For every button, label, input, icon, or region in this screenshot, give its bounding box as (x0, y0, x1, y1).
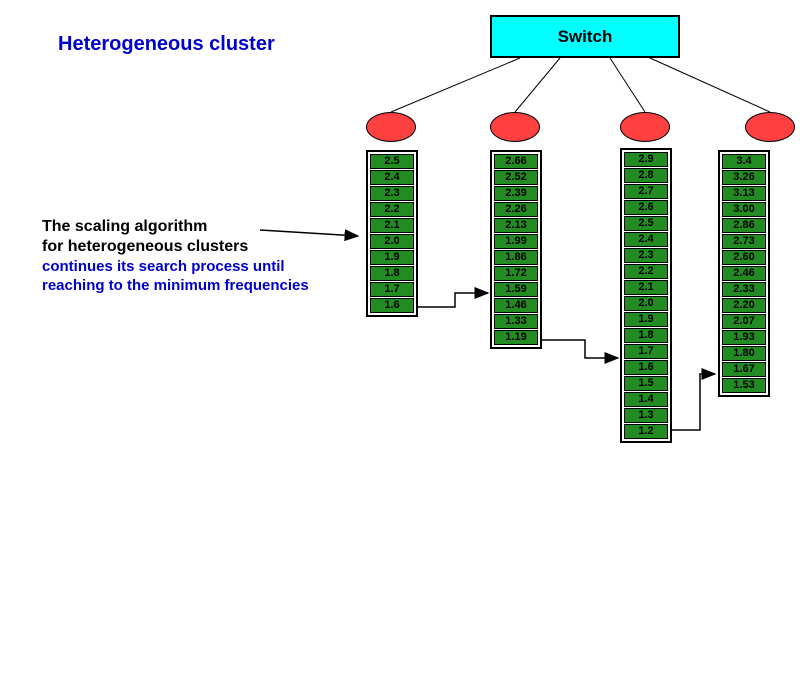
frequency-cell: 1.46 (494, 298, 538, 313)
diagram-title: Heterogeneous cluster (58, 33, 275, 56)
frequency-cell: 2.3 (370, 186, 414, 201)
frequency-cell: 1.72 (494, 266, 538, 281)
frequency-cell: 2.2 (370, 202, 414, 217)
frequency-cell: 1.53 (722, 378, 766, 393)
flow-arrow (542, 340, 618, 358)
frequency-cell: 2.7 (624, 184, 668, 199)
switch-box: Switch (490, 15, 680, 58)
frequency-cell: 3.26 (722, 170, 766, 185)
frequency-cell: 1.3 (624, 408, 668, 423)
frequency-cell: 2.5 (370, 154, 414, 169)
frequency-cell: 1.8 (370, 266, 414, 281)
frequency-cell: 2.07 (722, 314, 766, 329)
frequency-column: 3.43.263.133.002.862.732.602.462.332.202… (718, 150, 770, 397)
switch-edge (391, 58, 520, 112)
frequency-cell: 2.26 (494, 202, 538, 217)
switch-edge (515, 58, 560, 112)
frequency-cell: 2.9 (624, 152, 668, 167)
switch-edge (650, 58, 770, 112)
frequency-cell: 1.6 (624, 360, 668, 375)
connector-layer (0, 0, 800, 698)
cluster-node (620, 112, 670, 142)
frequency-cell: 2.4 (624, 232, 668, 247)
frequency-cell: 1.80 (722, 346, 766, 361)
frequency-cell: 2.52 (494, 170, 538, 185)
frequency-cell: 2.2 (624, 264, 668, 279)
flow-arrow (672, 374, 715, 430)
frequency-cell: 3.4 (722, 154, 766, 169)
frequency-cell: 2.4 (370, 170, 414, 185)
frequency-cell: 1.7 (624, 344, 668, 359)
caption-line: The scaling algorithm (42, 218, 207, 236)
caption-line: continues its search process until (42, 258, 285, 275)
frequency-cell: 1.59 (494, 282, 538, 297)
frequency-cell: 1.93 (722, 330, 766, 345)
frequency-cell: 2.5 (624, 216, 668, 231)
flow-arrow (260, 230, 358, 236)
cluster-node (745, 112, 795, 142)
frequency-cell: 2.1 (370, 218, 414, 233)
frequency-cell: 2.46 (722, 266, 766, 281)
switch-label: Switch (558, 27, 613, 47)
frequency-cell: 3.13 (722, 186, 766, 201)
frequency-cell: 1.2 (624, 424, 668, 439)
frequency-column: 2.662.522.392.262.131.991.861.721.591.46… (490, 150, 542, 349)
frequency-cell: 2.66 (494, 154, 538, 169)
frequency-cell: 1.67 (722, 362, 766, 377)
frequency-column: 2.92.82.72.62.52.42.32.22.12.01.91.81.71… (620, 148, 672, 443)
frequency-cell: 1.7 (370, 282, 414, 297)
frequency-cell: 1.4 (624, 392, 668, 407)
frequency-cell: 2.0 (370, 234, 414, 249)
cluster-node (366, 112, 416, 142)
flow-arrow (418, 293, 488, 307)
frequency-cell: 1.33 (494, 314, 538, 329)
caption-line: reaching to the minimum frequencies (42, 277, 309, 294)
frequency-column: 2.52.42.32.22.12.01.91.81.71.6 (366, 150, 418, 317)
frequency-cell: 2.8 (624, 168, 668, 183)
frequency-cell: 2.1 (624, 280, 668, 295)
frequency-cell: 2.6 (624, 200, 668, 215)
frequency-cell: 2.0 (624, 296, 668, 311)
frequency-cell: 1.9 (624, 312, 668, 327)
frequency-cell: 2.33 (722, 282, 766, 297)
frequency-cell: 2.86 (722, 218, 766, 233)
caption-line: for heterogeneous clusters (42, 238, 248, 256)
frequency-cell: 1.19 (494, 330, 538, 345)
frequency-cell: 1.9 (370, 250, 414, 265)
frequency-cell: 2.60 (722, 250, 766, 265)
frequency-cell: 3.00 (722, 202, 766, 217)
frequency-cell: 2.20 (722, 298, 766, 313)
frequency-cell: 1.8 (624, 328, 668, 343)
frequency-cell: 1.99 (494, 234, 538, 249)
frequency-cell: 2.13 (494, 218, 538, 233)
frequency-cell: 2.73 (722, 234, 766, 249)
frequency-cell: 2.3 (624, 248, 668, 263)
frequency-cell: 1.6 (370, 298, 414, 313)
cluster-node (490, 112, 540, 142)
frequency-cell: 1.86 (494, 250, 538, 265)
frequency-cell: 2.39 (494, 186, 538, 201)
switch-edge (610, 58, 645, 112)
frequency-cell: 1.5 (624, 376, 668, 391)
